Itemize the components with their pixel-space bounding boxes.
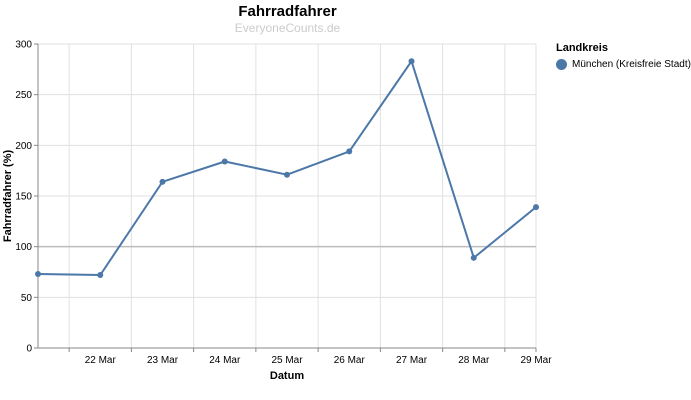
legend-item[interactable]: München (Kreisfreie Stadt) [556,59,691,70]
chart-title: Fahrradfahrer [238,3,337,20]
data-point [470,254,477,261]
legend: Landkreis München (Kreisfreie Stadt) [556,42,691,70]
y-axis-title: Fahrradfahrer (%) [2,150,14,243]
legend-label: München (Kreisfreie Stadt) [572,59,691,70]
legend-swatch [556,59,567,70]
data-point [159,178,166,185]
legend-title: Landkreis [556,42,608,54]
data-point [97,272,104,279]
data-point [35,271,41,278]
data-point [408,58,415,65]
gridlines [38,43,537,349]
data-point [346,148,353,155]
y-tick-label: 200 [15,141,32,152]
x-tick-label: 26 Mar [334,355,366,366]
y-tick-label: 50 [21,293,33,304]
series-line [37,60,537,276]
x-tick-label: 22 Mar [85,355,117,366]
data-point [221,158,228,165]
x-tick-label: 27 Mar [396,355,428,366]
y-tick-label: 150 [15,192,32,203]
x-tick-label: 29 Mar [520,355,552,366]
y-tick-label: 100 [15,242,32,253]
y-tick-label: 0 [26,344,32,355]
y-tick-label: 300 [15,40,32,51]
data-point [284,171,290,178]
x-tick-label: 23 Mar [147,355,179,366]
x-tick-label: 25 Mar [271,355,303,366]
data-point [533,204,539,211]
axes: 0 50 100 150 200 250 300 22 Mar 23 Mar 24 Mar 25 M… [2,40,552,383]
x-axis-title: Datum [270,370,304,382]
y-tick-label: 250 [15,90,32,101]
chart-subtitle: EveryoneCounts.de [234,21,341,35]
x-tick-label: 24 Mar [209,355,241,366]
x-tick-label: 28 Mar [458,355,490,366]
series-marks [35,58,539,279]
